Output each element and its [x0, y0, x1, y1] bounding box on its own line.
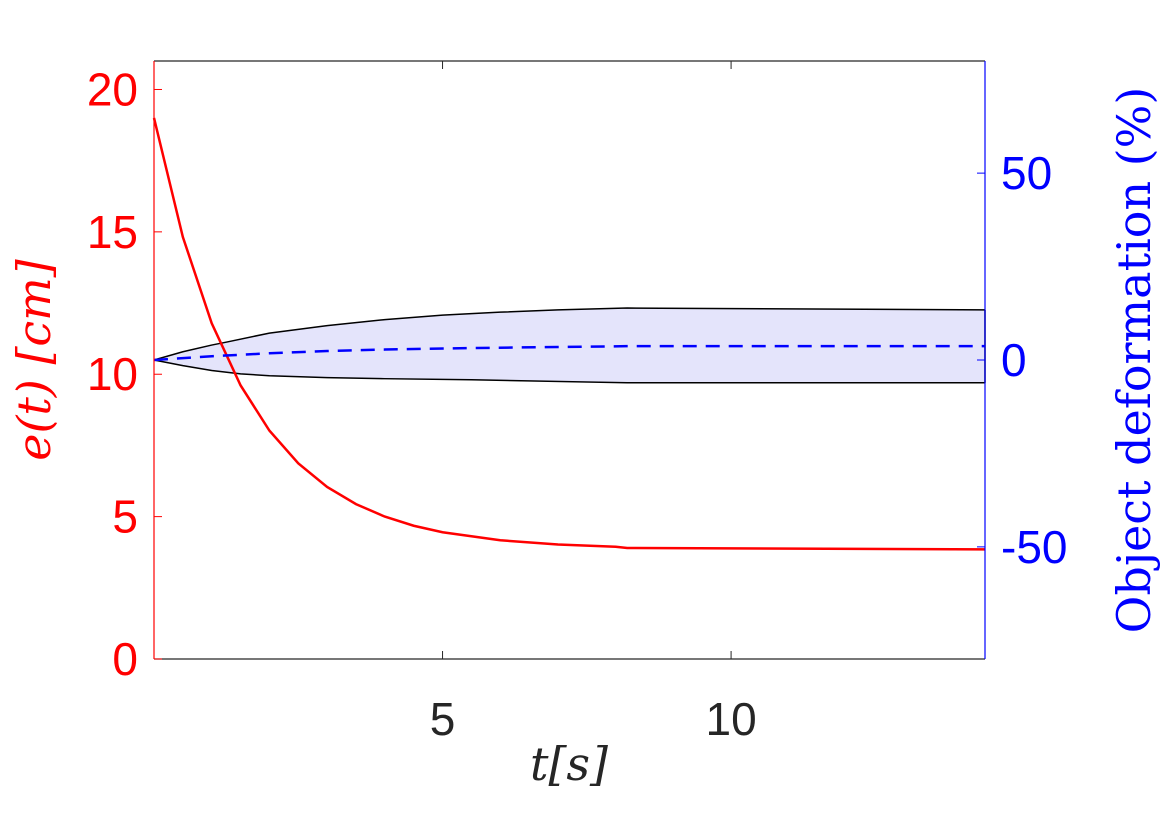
axes: 5 10 0 5 10 15 20 -50 0 50	[87, 60, 1067, 745]
y-right-tick-label: 0	[1001, 334, 1027, 386]
x-axis-label: t[s]	[530, 737, 608, 791]
band-upper-edge	[153, 307, 986, 361]
y-left-tick-label: 20	[87, 63, 138, 115]
deformation-band	[154, 308, 985, 383]
band-lower-edge	[153, 359, 985, 384]
y-left-tick-label: 15	[87, 206, 138, 258]
x-tick-label: 10	[705, 693, 756, 745]
y-right-tick-label: 50	[1001, 147, 1052, 199]
y-left-tick-label: 10	[87, 348, 138, 400]
deformation-mean-line	[153, 344, 985, 362]
y-left-tick-label: 5	[112, 491, 138, 543]
plot-area	[152, 117, 986, 551]
y-right-tick-label: -50	[1001, 521, 1067, 573]
y-axis-left-label: e(t) [cm]	[7, 259, 61, 461]
y-left-tick-label: 0	[112, 633, 138, 685]
y-axis-right-label: Object deformation (%)	[1107, 87, 1161, 634]
x-tick-label: 5	[430, 693, 456, 745]
